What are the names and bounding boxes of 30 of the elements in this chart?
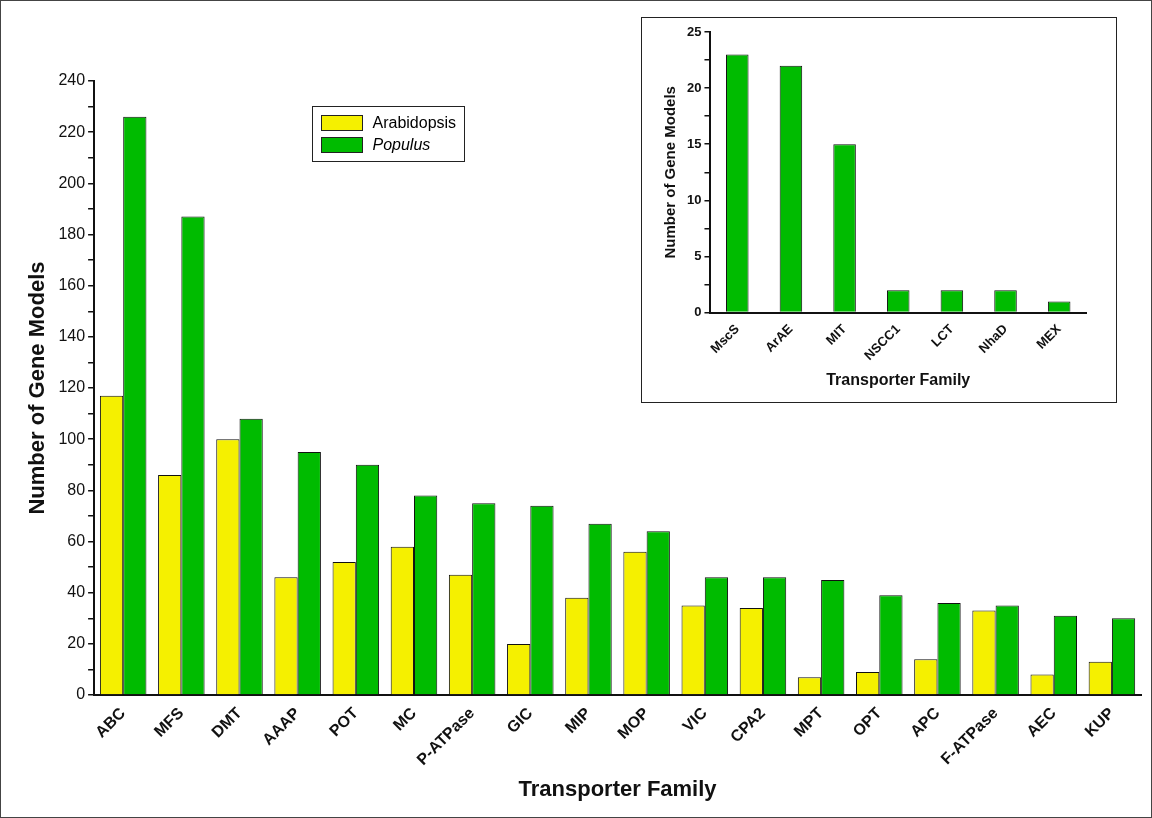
legend-label: Arabidopsis (372, 113, 457, 133)
x-tick-label: MIP (561, 703, 594, 737)
y-tick-label: 200 (58, 173, 86, 191)
y-tick-label: 0 (694, 304, 702, 320)
y-tick-label: 180 (58, 224, 86, 242)
x-tick-label: MIT (822, 321, 850, 348)
y-axis-title: Number of Gene Models (24, 261, 50, 515)
y-tick-label: 80 (67, 480, 86, 498)
y-tick-label: 220 (58, 122, 86, 140)
y-tick-label: 160 (58, 276, 86, 294)
y-tick-label: 20 (686, 79, 702, 95)
y-tick-label: 5 (694, 248, 702, 264)
y-tick-label: 25 (686, 23, 702, 39)
y-axis-title: Number of Gene Models (661, 86, 679, 259)
y-tick-label: 15 (686, 135, 702, 151)
x-tick-label: VIC (679, 703, 711, 735)
y-tick-label: 140 (58, 327, 86, 345)
y-tick-label: 240 (58, 71, 86, 89)
y-tick-label: 60 (67, 531, 86, 549)
x-tick-label: GIC (503, 703, 536, 737)
x-axis-title: Transporter Family (518, 775, 718, 801)
x-axis-title: Transporter Family (826, 370, 971, 388)
y-tick-label: 0 (76, 685, 86, 703)
legend-label: Populus (372, 135, 431, 155)
y-tick-label: 120 (58, 378, 86, 396)
y-tick-label: 20 (67, 634, 86, 652)
y-tick-label: 100 (58, 429, 86, 447)
y-tick-label: 10 (686, 191, 702, 207)
x-tick-label: MC (389, 703, 420, 734)
y-tick-label: 40 (67, 583, 86, 601)
